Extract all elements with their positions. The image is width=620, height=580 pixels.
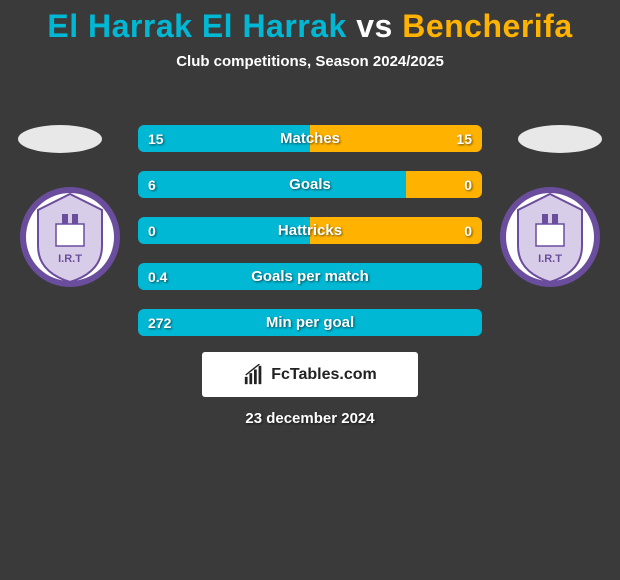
stat-label: Min per goal: [138, 309, 482, 336]
stat-label: Goals per match: [138, 263, 482, 290]
svg-text:I.R.T: I.R.T: [538, 253, 562, 265]
brand-box[interactable]: FcTables.com: [202, 352, 418, 397]
player2-name: Bencherifa: [402, 8, 572, 44]
subtitle: Club competitions, Season 2024/2025: [0, 53, 620, 70]
date-text: 23 december 2024: [0, 410, 620, 427]
stat-row: 6Goals0: [138, 171, 482, 198]
stat-label: Goals: [138, 171, 482, 198]
stat-label: Matches: [138, 125, 482, 152]
stat-row: 15Matches15: [138, 125, 482, 152]
player2-avatar-placeholder: [518, 125, 602, 153]
svg-text:I.R.T: I.R.T: [58, 253, 82, 265]
stat-value-right: 0: [464, 217, 472, 244]
stat-value-right: 0: [464, 171, 472, 198]
vs-text: vs: [356, 8, 393, 44]
stat-row: 0.4Goals per match: [138, 263, 482, 290]
brand-text: FcTables.com: [271, 366, 377, 384]
stat-value-right: 15: [456, 125, 472, 152]
stats-container: 15Matches156Goals00Hattricks00.4Goals pe…: [138, 125, 482, 355]
comparison-title: El Harrak El Harrak vs Bencherifa: [0, 0, 620, 45]
player2-club-badge: I.R.T: [500, 180, 600, 294]
player1-avatar-placeholder: [18, 125, 102, 153]
stat-label: Hattricks: [138, 217, 482, 244]
stat-row: 272Min per goal: [138, 309, 482, 336]
chart-icon: [243, 364, 265, 386]
player1-club-badge: I.R.T: [20, 180, 120, 294]
player1-name: El Harrak El Harrak: [47, 8, 346, 44]
stat-row: 0Hattricks0: [138, 217, 482, 244]
